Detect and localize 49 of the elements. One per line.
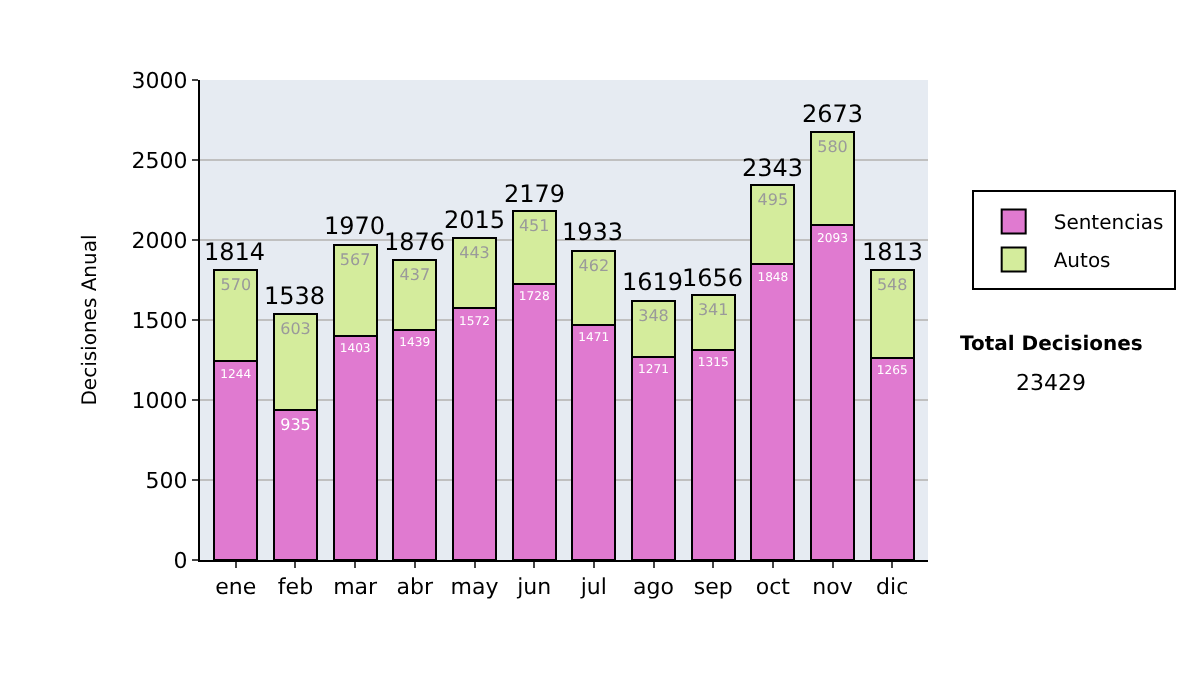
y-axis-title: Decisiones Anual	[79, 234, 102, 406]
total-label: 1933	[562, 218, 624, 246]
legend-label: Autos	[1053, 251, 1111, 274]
data-label: 548	[876, 275, 908, 294]
total-label: 2179	[504, 180, 566, 208]
x-tick-label: mar	[333, 574, 379, 601]
x-tick-label: jun	[515, 574, 552, 601]
x-tick-label: dic	[876, 574, 909, 601]
text: 23429	[1016, 370, 1086, 396]
total-label: 1619	[622, 268, 684, 296]
y-tick-label: 2000	[131, 227, 188, 254]
data-label: 495	[757, 191, 789, 210]
y-tick-label: 1000	[131, 387, 188, 414]
total-label: 2343	[742, 154, 804, 182]
data-label: 451	[518, 217, 550, 236]
total-label: 1876	[384, 228, 446, 256]
total-label: 1813	[862, 238, 924, 266]
y-tick-label: 0	[173, 547, 188, 574]
x-tick-label: abr	[396, 574, 435, 601]
x-tick-label: oct	[755, 574, 792, 601]
data-label: 437	[399, 265, 431, 284]
total-label: 1538	[264, 282, 326, 310]
x-tick-label: sep	[693, 574, 733, 601]
data-label: 935	[280, 416, 311, 435]
y-tick-label: 2500	[131, 147, 188, 174]
legend-label: Sentencias	[1053, 213, 1164, 236]
data-label: 567	[339, 250, 371, 269]
x-tick-label: jul	[578, 574, 607, 601]
data-label: 341	[697, 301, 729, 320]
total-label: 2673	[802, 100, 864, 128]
data-label: 570	[220, 275, 252, 294]
x-tick-label: ene	[215, 574, 257, 601]
total-label: 2015	[444, 206, 506, 234]
data-label: 603	[280, 319, 311, 338]
y-tick-label: 500	[145, 467, 188, 494]
x-tick-label: feb	[277, 574, 314, 601]
data-label: 462	[578, 256, 610, 275]
data-label: 443	[459, 243, 490, 262]
data-label: 580	[817, 138, 848, 157]
x-tick-label: nov	[812, 574, 854, 601]
y-tick-label: 3000	[131, 67, 188, 94]
x-tick-label: ago	[633, 574, 675, 601]
total-label: 1656	[682, 264, 744, 292]
total-label: 1970	[324, 212, 386, 240]
data-label: 348	[638, 306, 669, 325]
text: Total Decisiones	[960, 334, 1143, 356]
total-label: 1814	[204, 238, 266, 266]
y-tick-label: 1500	[131, 307, 188, 334]
x-tick-label: may	[450, 574, 500, 601]
